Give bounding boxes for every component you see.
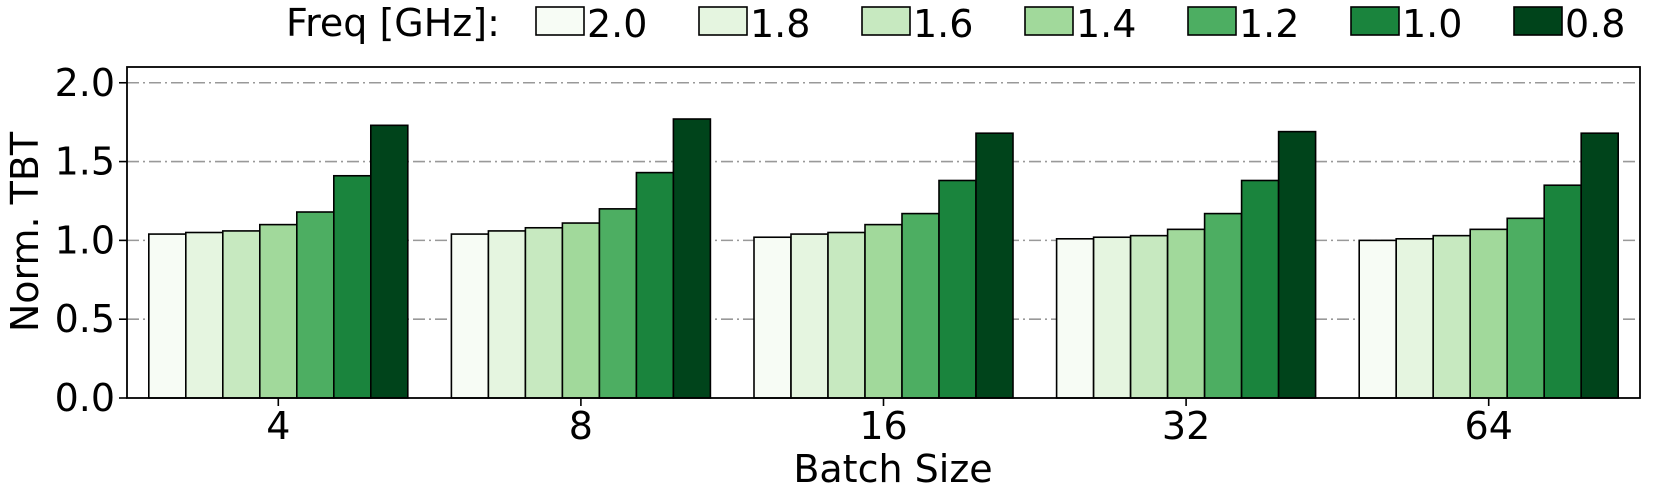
bar-4-0_8 <box>369 124 409 399</box>
legend-swatch <box>1513 6 1563 36</box>
y-axis: 0.0 0.5 1.0 1.5 2.0 <box>55 61 127 420</box>
legend-swatch <box>861 6 911 36</box>
bar-8-1_6 <box>524 226 564 399</box>
bar-4-1_2 <box>295 211 335 399</box>
y-tick-label: 0.0 <box>55 376 115 420</box>
bar-16-1_2 <box>901 212 940 399</box>
y-tick-label: 1.5 <box>55 140 115 184</box>
bar-8-1_8 <box>487 230 527 399</box>
legend-swatch <box>1024 6 1074 36</box>
bar-64-2_0 <box>1358 239 1397 399</box>
bar-32-1_2 <box>1203 212 1243 399</box>
bar-8-0_8 <box>672 118 712 399</box>
bars-layer <box>148 118 1619 399</box>
bar-8-2_0 <box>450 233 490 399</box>
bar-16-2_0 <box>753 236 792 399</box>
legend-swatch <box>1350 6 1400 36</box>
y-tick-label: 0.5 <box>55 297 115 341</box>
bar-64-1_4 <box>1469 228 1508 399</box>
bar-16-1_8 <box>790 233 829 399</box>
bar-16-1_0 <box>938 179 977 399</box>
bar-64-1_6 <box>1432 234 1471 399</box>
legend-label: 1.0 <box>1402 2 1462 46</box>
legend-title: Freq [GHz]: <box>286 1 500 45</box>
x-axis: 4 8 16 32 64 <box>266 398 1513 448</box>
bar-32-1_4 <box>1166 228 1206 399</box>
bar-4-1_0 <box>332 174 372 399</box>
x-tick-label: 32 <box>1162 404 1210 448</box>
bar-32-1_8 <box>1092 236 1132 399</box>
y-tick-label: 2.0 <box>55 61 115 105</box>
legend: Freq [GHz]: 2.0 1.8 1.6 1.4 1.2 1.0 0.8 <box>286 1 1625 46</box>
x-axis-title: Batch Size <box>793 447 992 491</box>
legend-label: 1.8 <box>750 2 810 46</box>
bar-64-1_8 <box>1395 238 1434 399</box>
bar-32-0_8 <box>1277 130 1317 399</box>
x-tick-label: 8 <box>569 404 593 448</box>
bar-16-0_8 <box>975 132 1014 399</box>
bar-4-1_8 <box>185 231 224 399</box>
legend-swatch <box>698 6 748 36</box>
legend-label: 0.8 <box>1565 2 1625 46</box>
bar-64-1_0 <box>1543 184 1582 399</box>
bar-4-2_0 <box>148 233 187 399</box>
legend-label: 1.2 <box>1239 2 1299 46</box>
legend-label: 1.4 <box>1076 2 1136 46</box>
bar-32-2_0 <box>1055 238 1095 399</box>
x-tick-label: 4 <box>266 404 290 448</box>
bar-8-1_0 <box>635 171 675 399</box>
x-tick-label: 64 <box>1465 404 1513 448</box>
bar-8-1_2 <box>598 208 638 399</box>
bar-32-1_0 <box>1240 179 1280 399</box>
legend-swatch <box>1187 6 1237 36</box>
bar-4-1_4 <box>258 223 298 399</box>
legend-label: 1.6 <box>913 2 973 46</box>
y-axis-title: Norm. TBT <box>3 131 47 332</box>
bar-8-1_4 <box>561 222 601 399</box>
bar-16-1_4 <box>864 223 903 399</box>
bar-32-1_6 <box>1129 234 1169 399</box>
legend-label: 2.0 <box>587 2 647 46</box>
bar-64-1_2 <box>1506 217 1545 399</box>
bar-64-0_8 <box>1580 132 1619 399</box>
legend-swatch <box>535 6 585 36</box>
bar-4-1_6 <box>222 230 261 399</box>
x-tick-label: 16 <box>859 404 907 448</box>
bar-16-1_6 <box>827 231 866 399</box>
y-tick-label: 1.0 <box>55 218 115 262</box>
